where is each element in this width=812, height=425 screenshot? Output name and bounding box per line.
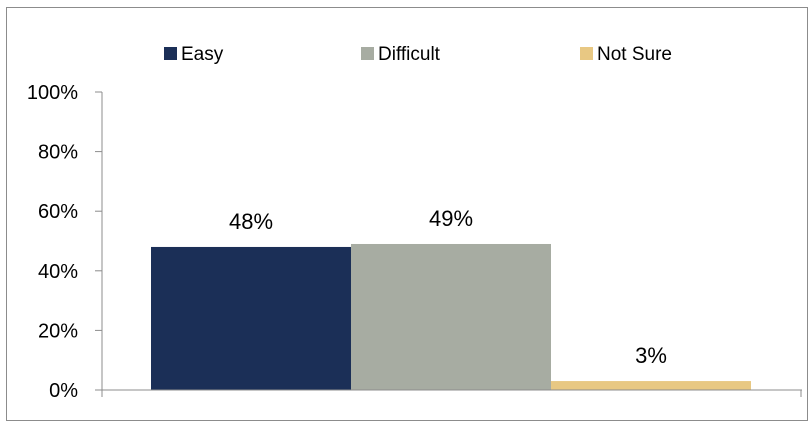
bar-difficult <box>351 243 551 390</box>
y-tick-label: 100% <box>27 82 78 104</box>
y-tick-label: 40% <box>38 261 78 283</box>
bar-not-sure <box>551 381 751 390</box>
data-label-easy: 48% <box>229 209 273 234</box>
y-axis: 0% 20% 40% 60% 80% 100% <box>27 82 103 402</box>
x-axis <box>101 389 802 397</box>
bars <box>151 243 751 390</box>
chart-legend: Easy Difficult Not Sure <box>164 44 672 65</box>
bar-easy <box>151 246 351 390</box>
data-labels: 48% 49% 3% <box>229 206 667 368</box>
y-tick-label: 60% <box>38 201 78 223</box>
legend-label-not-sure: Not Sure <box>597 44 672 65</box>
legend-swatch-difficult <box>361 47 374 60</box>
data-label-not-sure: 3% <box>635 343 667 368</box>
legend-swatch-easy <box>164 47 177 60</box>
y-tick-label: 0% <box>49 380 78 402</box>
legend-label-easy: Easy <box>181 44 224 65</box>
legend-label-difficult: Difficult <box>378 44 441 65</box>
data-label-difficult: 49% <box>429 206 473 231</box>
legend-swatch-not-sure <box>580 47 593 60</box>
y-tick-label: 20% <box>38 320 78 342</box>
y-tick-label: 80% <box>38 142 78 164</box>
